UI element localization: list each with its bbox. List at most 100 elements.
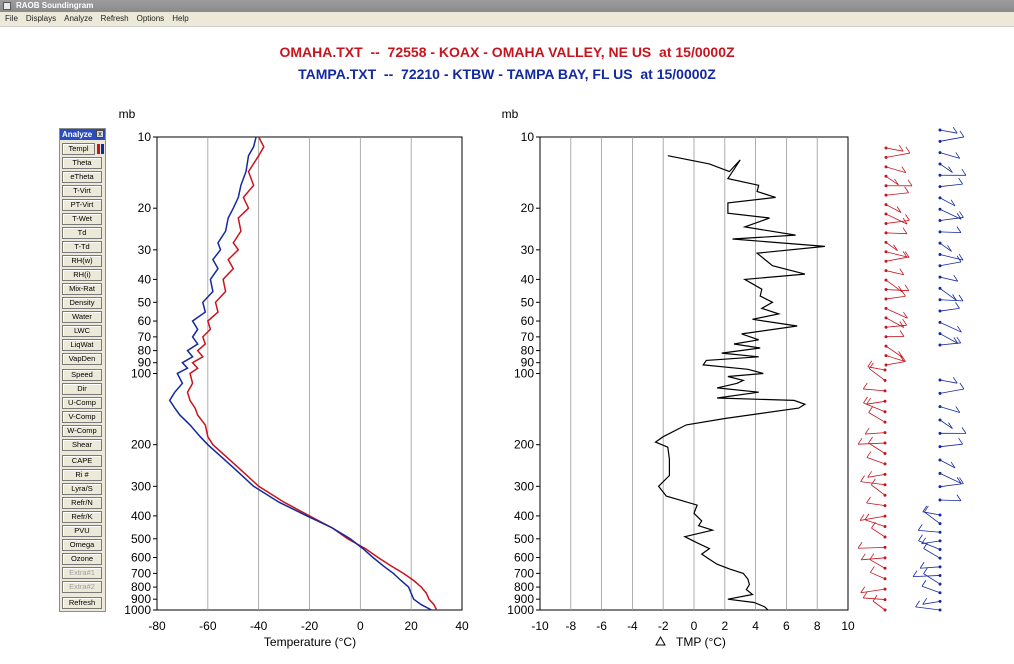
analyze-btn-pvu[interactable]: PVU (62, 525, 102, 537)
tampa-wind-barbs-lower-barb-flag (924, 505, 929, 513)
omaha-wind-barbs-lower-barb-flag (857, 542, 863, 549)
omaha-wind-barbs-lower-station-dot (883, 472, 887, 476)
tampa-wind-barbs-upper-barb-flag (958, 253, 964, 261)
tmp-chart-y-tick-label: 50 (521, 295, 535, 309)
tampa-wind-barbs-upper-barb (939, 136, 964, 142)
omaha-wind-barbs-upper-barb-flag (896, 206, 902, 213)
analyze-btn-w-comp[interactable]: W-Comp (62, 425, 102, 437)
omaha-wind-barbs-lower-station-dot (883, 399, 887, 403)
omaha-wind-barbs-upper-barb-flag (899, 321, 905, 328)
analyze-btn-refr-n[interactable]: Refr/N (62, 497, 102, 509)
tampa-wind-barbs-upper-station-dot (938, 139, 942, 143)
temp-chart-x-tick-label: -20 (301, 619, 319, 633)
analyze-btn-speed[interactable]: Speed (62, 369, 102, 381)
omaha-wind-barbs-lower-barb-flag (860, 586, 866, 594)
omaha-wind-barbs-upper-barb (885, 204, 902, 213)
analyze-btn-water[interactable]: Water (62, 311, 102, 323)
omaha-wind-barbs-lower-barb (869, 559, 886, 569)
tampa-wind-barbs-upper-station-dot (938, 219, 942, 223)
analyze-btn-extra-2[interactable]: Extra#2 (62, 581, 102, 593)
omaha-wind-barbs-lower-station-dot (883, 378, 887, 382)
analyze-btn-extra-1[interactable]: Extra#1 (62, 567, 102, 579)
analyze-btn-templ[interactable]: Templ (62, 143, 95, 155)
omaha-wind-barbs-lower-barb-flag (870, 478, 876, 486)
omaha-wind-barbs-lower-barb-flag (862, 591, 868, 599)
analyze-btn-density[interactable]: Density (62, 297, 102, 309)
analyze-btn-shear[interactable]: Shear (62, 439, 102, 451)
tampa-wind-barbs-upper-barb-flag (959, 130, 965, 138)
omaha-wind-barbs-lower-barb (863, 597, 886, 600)
tampa-wind-barbs-middle-barb-flag (955, 406, 961, 413)
omaha-wind-barbs-upper-station-dot (884, 146, 888, 150)
analyze-btn-refr-k[interactable]: Refr/K (62, 511, 102, 523)
analyze-btn-ozone[interactable]: Ozone (62, 553, 102, 565)
menu-refresh[interactable]: Refresh (100, 14, 129, 23)
tmp-chart-y-tick-label: 900 (514, 592, 534, 606)
tmp-chart-y-tick-label: 60 (521, 314, 535, 328)
tampa-wind-barbs-middle-station-dot (938, 498, 942, 502)
temp-chart-y-tick-label: 50 (138, 295, 152, 309)
omaha-wind-barbs-lower-barb-flag (872, 594, 878, 602)
close-icon[interactable]: x (96, 130, 104, 138)
analyze-btn-liqwat[interactable]: LiqWat (62, 339, 102, 351)
temp-chart-y-tick-label: 70 (138, 330, 152, 344)
app-icon (3, 2, 11, 10)
analyze-btn-omega[interactable]: Omega (62, 539, 102, 551)
analyze-btn-rh-i[interactable]: RH(i) (62, 269, 102, 281)
omaha-wind-barbs-upper-station-dot (884, 354, 888, 358)
tampa-wind-barbs-lower-station-dot (938, 573, 942, 577)
temp-chart-y-tick-label: 800 (131, 580, 151, 594)
analyze-panel-title: Analyze (60, 129, 105, 140)
omaha-wind-barbs-upper-barb-flag (902, 251, 908, 258)
analyze-btn-rh-w[interactable]: RH(w) (62, 255, 102, 267)
omaha-wind-barbs-lower-barb-flag (860, 475, 865, 482)
tampa-wind-barbs-middle-barb (939, 379, 958, 384)
menu-analyze[interactable]: Analyze (64, 14, 93, 23)
omaha-wind-barbs-lower-barb (860, 588, 886, 594)
omaha-wind-barbs-lower-station-dot (883, 493, 887, 497)
omaha-wind-barbs-lower-station-dot (883, 556, 887, 560)
omaha-wind-barbs-upper-barb-flag (898, 144, 904, 152)
tmp-chart-y-tick-label: 200 (514, 438, 534, 452)
menu-displays[interactable]: Displays (25, 14, 57, 23)
analyze-btn-dir[interactable]: Dir (62, 383, 102, 395)
tampa-wind-barbs-lower-barb (922, 600, 941, 605)
analyze-btn-v-comp[interactable]: V-Comp (62, 411, 102, 423)
tampa-wind-barbs-middle-barb-flag (952, 376, 958, 384)
analyze-btn-cape[interactable]: CAPE (62, 455, 102, 467)
analyze-btn-ri[interactable]: Ri # (62, 469, 102, 481)
tampa-wind-barbs-upper-barb (939, 163, 953, 173)
analyze-btn-u-comp[interactable]: U-Comp (62, 397, 102, 409)
analyze-btn-pt-virt[interactable]: PT-Virt (62, 199, 102, 211)
omaha-wind-barbs-upper-barb-flag (901, 355, 906, 362)
menu-options[interactable]: Options (136, 14, 165, 23)
analyze-btn-lwc[interactable]: LWC (62, 325, 102, 337)
analyze-btn-td[interactable]: Td (62, 227, 102, 239)
analyze-btn-t-wet[interactable]: T-Wet (62, 213, 102, 225)
tampa-wind-barbs-lower-station-dot (938, 539, 942, 543)
tmp-chart-y-tick-label: 600 (514, 551, 534, 565)
tampa-wind-barbs-upper-station-dot (938, 343, 942, 347)
tampa-wind-barbs-upper-barb (939, 333, 958, 344)
menu-file[interactable]: File (5, 14, 18, 23)
tmp-chart-x-tick-label: -2 (658, 619, 669, 633)
analyze-btn-mix-rat[interactable]: Mix-Rat (62, 283, 102, 295)
analyze-btn-vapden[interactable]: VapDen (62, 353, 102, 365)
analyze-btn-etheta[interactable]: eTheta (62, 171, 102, 183)
tampa-temp-series (168, 136, 432, 611)
menu-help[interactable]: Help (172, 14, 189, 23)
menu-bar: File Displays Analyze Refresh Options Help (0, 12, 1014, 27)
analyze-btn-lyra-s[interactable]: Lyra/S (62, 483, 102, 495)
analyze-btn-t-virt[interactable]: T-Virt (62, 185, 102, 197)
analyze-btn-theta[interactable]: Theta (62, 157, 102, 169)
tampa-wind-barbs-lower-barb-flag (922, 598, 928, 605)
tmp-chart-y-tick-label: 20 (521, 201, 535, 215)
tampa-wind-barbs-lower-barb (921, 585, 941, 594)
omaha-wind-barbs-lower-barb (859, 515, 886, 521)
tampa-wind-barbs-lower-station-dot (938, 522, 942, 526)
omaha-wind-barbs-lower-station-dot (883, 431, 887, 435)
omaha-wind-barbs-upper-barb (885, 220, 910, 224)
analyze-btn-refresh[interactable]: Refresh (62, 597, 102, 609)
analyze-btn-t-td[interactable]: T-Td (62, 241, 102, 253)
omaha-wind-barbs-lower-station-dot (883, 608, 887, 612)
